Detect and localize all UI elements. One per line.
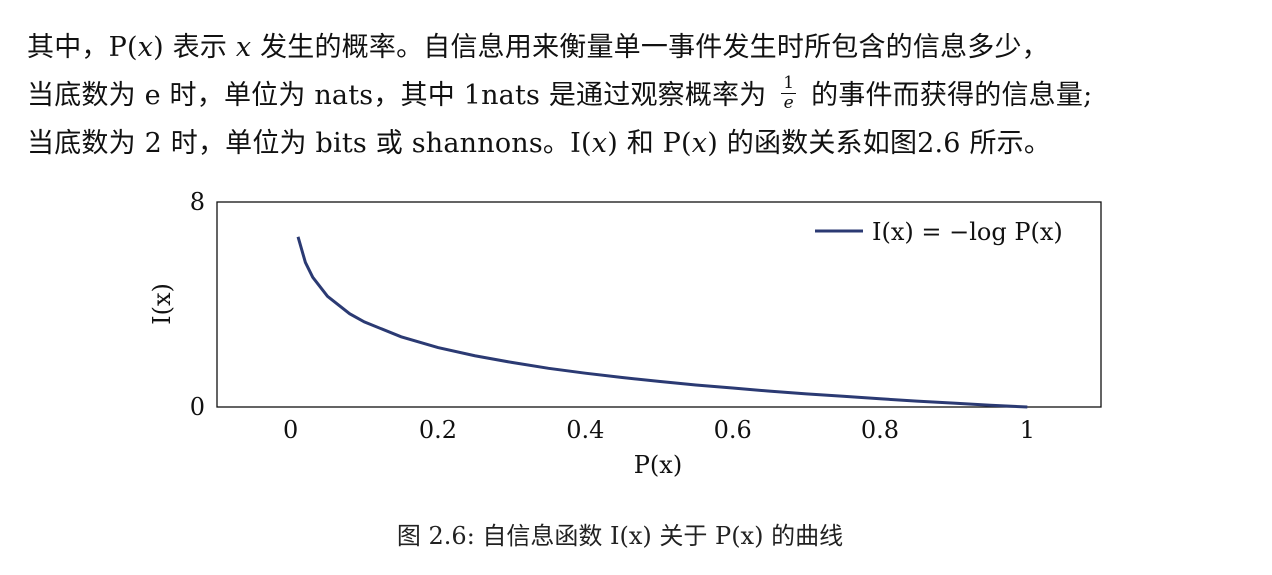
text-run: 当底数为 2 时，单位为 bits 或 shannons。I(: [27, 128, 592, 159]
text-run: 发生的概率。自信息用来衡量单一事件发生时所包含的信息多少，: [251, 32, 1049, 63]
x-tick-label: 0.4: [566, 416, 604, 444]
math-variable: x: [235, 32, 252, 63]
text-run: P(: [108, 32, 138, 63]
text-run: ) 和 P(: [607, 128, 692, 159]
paragraph-line-1: 其中，P(x) 表示 x 发生的概率。自信息用来衡量单一事件发生时所包含的信息多…: [27, 24, 1252, 72]
y-tick-label: 0: [190, 393, 205, 421]
x-axis-label: P(x): [634, 451, 682, 479]
legend-label: I(x) = −log P(x): [872, 218, 1063, 246]
plot-frame: [216, 201, 1102, 408]
text-run: ) 表示: [153, 32, 236, 63]
x-tick-label: 0.2: [419, 416, 457, 444]
x-tick-label: 0.6: [714, 416, 752, 444]
curve-series-line: [296, 236, 1028, 409]
x-axis-ticks: 0 0.2 0.4 0.6 0.8 1: [283, 416, 1035, 444]
x-tick-label: 0: [283, 416, 298, 444]
math-variable: x: [591, 128, 608, 159]
fraction-numerator: 1: [781, 73, 797, 94]
body-paragraph: 其中，P(x) 表示 x 发生的概率。自信息用来衡量单一事件发生时所包含的信息多…: [27, 24, 1252, 168]
fraction-denominator: e: [783, 93, 794, 113]
y-axis-ticks: 08: [190, 188, 205, 421]
y-axis-label: I(x): [148, 283, 176, 325]
text-run: 的事件而获得的信息量;: [802, 80, 1093, 111]
legend: I(x) = −log P(x): [815, 218, 1063, 246]
self-information-chart: 0 0.2 0.4 0.6 0.8 1 08 I(x) = −log P(x) P(x) …: [148, 188, 1102, 479]
text-run: 其中，: [27, 32, 109, 63]
y-tick-label: 8: [190, 188, 205, 216]
x-tick-label: 0.8: [861, 416, 899, 444]
text-run: ) 的函数关系如图2.6 所示。: [707, 128, 1052, 159]
math-variable: x: [691, 128, 708, 159]
paragraph-line-3: 当底数为 2 时，单位为 bits 或 shannons。I(x) 和 P(x)…: [27, 120, 1252, 168]
text-run: 当底数为 e 时，单位为 nats，其中 1nats 是通过观察概率为: [27, 80, 776, 111]
figure-caption: 图 2.6: 自信息函数 I(x) 关于 P(x) 的曲线: [396, 522, 844, 550]
math-variable: x: [137, 32, 154, 63]
x-tick-label: 1: [1020, 416, 1035, 444]
